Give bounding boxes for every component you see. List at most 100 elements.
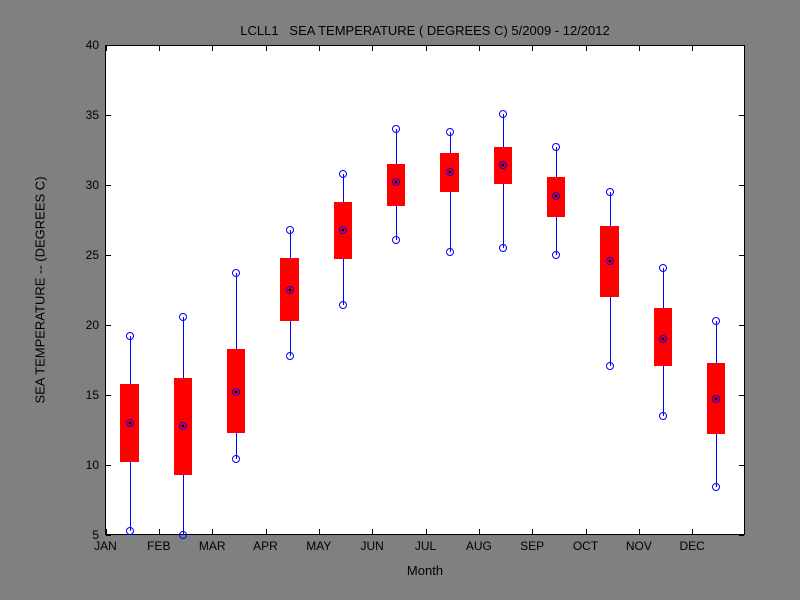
- x-tick-mark: [586, 529, 587, 534]
- figure-background: LCLL1 SEA TEMPERATURE ( DEGREES C) 5/200…: [0, 0, 800, 600]
- high-marker: [179, 313, 187, 321]
- x-tick-mark: [212, 46, 213, 51]
- median-dot: [235, 391, 238, 394]
- high-marker: [232, 269, 240, 277]
- y-tick-mark: [106, 255, 111, 256]
- high-marker: [286, 226, 294, 234]
- x-tick-label: DEC: [679, 539, 704, 553]
- y-tick-mark: [739, 45, 744, 46]
- y-tick-mark: [106, 535, 111, 536]
- x-tick-label: AUG: [466, 539, 492, 553]
- low-marker: [232, 455, 240, 463]
- low-marker: [339, 301, 347, 309]
- x-tick-mark: [106, 529, 107, 534]
- x-tick-mark: [532, 529, 533, 534]
- high-marker: [446, 128, 454, 136]
- x-tick-label: FEB: [147, 539, 170, 553]
- chart-title: LCLL1 SEA TEMPERATURE ( DEGREES C) 5/200…: [240, 23, 609, 38]
- x-tick-label: MAR: [199, 539, 226, 553]
- y-tick-label: 25: [86, 248, 99, 262]
- median-dot: [715, 398, 718, 401]
- y-tick-mark: [739, 395, 744, 396]
- x-tick-label: SEP: [520, 539, 544, 553]
- x-tick-mark: [266, 46, 267, 51]
- x-tick-mark: [372, 529, 373, 534]
- x-tick-mark: [212, 529, 213, 534]
- x-tick-label: NOV: [626, 539, 652, 553]
- y-tick-mark: [106, 115, 111, 116]
- median-dot: [341, 228, 344, 231]
- high-marker: [552, 143, 560, 151]
- y-axis-label: SEA TEMPERATURE -- (DEGREES C): [33, 176, 48, 403]
- median-dot: [448, 171, 451, 174]
- median-dot: [501, 164, 504, 167]
- x-tick-mark: [372, 46, 373, 51]
- low-marker: [446, 248, 454, 256]
- x-tick-mark: [532, 46, 533, 51]
- y-tick-mark: [106, 325, 111, 326]
- low-marker: [552, 251, 560, 259]
- x-tick-mark: [426, 46, 427, 51]
- x-tick-label: MAY: [306, 539, 331, 553]
- y-tick-mark: [739, 185, 744, 186]
- y-tick-mark: [739, 115, 744, 116]
- x-tick-mark: [639, 46, 640, 51]
- high-marker: [392, 125, 400, 133]
- y-tick-mark: [739, 535, 744, 536]
- y-tick-mark: [106, 185, 111, 186]
- y-tick-mark: [739, 255, 744, 256]
- x-tick-label: OCT: [573, 539, 598, 553]
- y-tick-mark: [106, 395, 111, 396]
- y-tick-mark: [739, 465, 744, 466]
- median-dot: [555, 195, 558, 198]
- y-tick-label: 15: [86, 388, 99, 402]
- x-tick-mark: [106, 46, 107, 51]
- high-marker: [499, 110, 507, 118]
- whisker-line: [450, 132, 451, 252]
- median-dot: [181, 424, 184, 427]
- x-tick-mark: [639, 529, 640, 534]
- low-marker: [659, 412, 667, 420]
- x-tick-label: JUL: [415, 539, 436, 553]
- x-tick-label: JUN: [360, 539, 383, 553]
- y-tick-label: 20: [86, 318, 99, 332]
- plot-area: [105, 45, 745, 535]
- x-tick-mark: [479, 46, 480, 51]
- x-tick-mark: [692, 529, 693, 534]
- high-marker: [606, 188, 614, 196]
- y-tick-label: 35: [86, 108, 99, 122]
- y-tick-mark: [106, 45, 111, 46]
- median-dot: [288, 289, 291, 292]
- median-dot: [608, 259, 611, 262]
- x-tick-mark: [479, 529, 480, 534]
- x-axis-label: Month: [407, 563, 443, 578]
- low-marker: [286, 352, 294, 360]
- low-marker: [606, 362, 614, 370]
- low-marker: [126, 527, 134, 535]
- x-tick-label: JAN: [94, 539, 117, 553]
- median-dot: [395, 181, 398, 184]
- y-tick-label: 40: [86, 38, 99, 52]
- median-dot: [128, 422, 131, 425]
- x-tick-mark: [159, 529, 160, 534]
- x-tick-mark: [319, 46, 320, 51]
- low-marker: [712, 483, 720, 491]
- x-tick-label: APR: [253, 539, 278, 553]
- low-marker: [392, 236, 400, 244]
- y-tick-mark: [106, 465, 111, 466]
- x-tick-mark: [159, 46, 160, 51]
- high-marker: [339, 170, 347, 178]
- high-marker: [126, 332, 134, 340]
- x-tick-mark: [319, 529, 320, 534]
- x-tick-mark: [266, 529, 267, 534]
- y-tick-label: 10: [86, 458, 99, 472]
- low-marker: [499, 244, 507, 252]
- x-tick-mark: [426, 529, 427, 534]
- high-marker: [712, 317, 720, 325]
- y-tick-mark: [739, 325, 744, 326]
- median-dot: [661, 338, 664, 341]
- y-tick-label: 30: [86, 178, 99, 192]
- low-marker: [179, 531, 187, 539]
- x-tick-mark: [586, 46, 587, 51]
- high-marker: [659, 264, 667, 272]
